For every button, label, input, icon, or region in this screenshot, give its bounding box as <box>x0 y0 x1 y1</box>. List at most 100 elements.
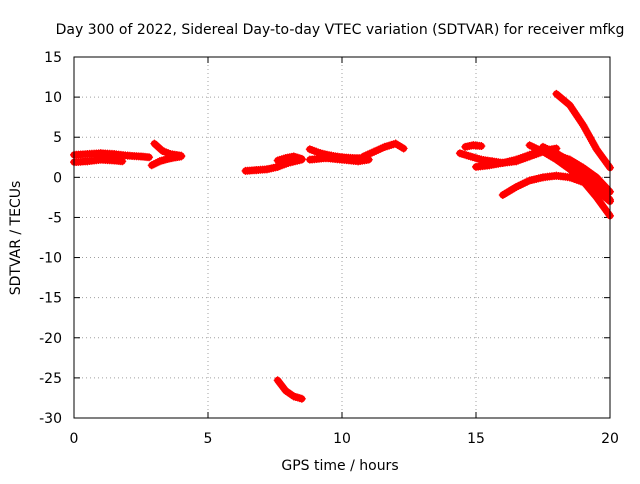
data-point <box>397 143 406 152</box>
data-point <box>162 148 171 157</box>
data-series <box>525 141 614 220</box>
data-series <box>461 141 486 151</box>
data-point <box>279 154 288 163</box>
data-point <box>568 105 577 114</box>
data-point <box>580 123 589 132</box>
y-tick-label: -5 <box>48 210 62 226</box>
data-point <box>590 141 599 150</box>
data-point <box>602 184 611 193</box>
data-point <box>589 139 598 148</box>
data-point <box>595 184 604 193</box>
data-series <box>359 139 408 161</box>
data-point <box>293 153 302 162</box>
y-tick-label: 5 <box>53 130 62 146</box>
data-point <box>599 180 608 189</box>
data-point <box>291 153 300 162</box>
data-point <box>157 156 166 165</box>
data-point <box>285 389 294 398</box>
data-point <box>567 103 576 112</box>
data-point <box>275 155 284 164</box>
y-tick-label: -20 <box>39 331 62 347</box>
data-series <box>305 154 373 166</box>
data-point <box>164 149 173 158</box>
x-tick-label: 5 <box>204 431 213 447</box>
data-point <box>604 185 613 194</box>
data-point <box>602 192 611 201</box>
data-point <box>599 188 608 197</box>
data-point <box>399 144 408 153</box>
data-point <box>584 131 593 140</box>
data-point <box>177 151 186 160</box>
data-point <box>155 157 164 166</box>
data-point <box>604 161 613 170</box>
data-point <box>297 154 306 163</box>
data-point <box>579 121 588 130</box>
x-tick-label: 15 <box>467 431 485 447</box>
data-point <box>581 125 590 134</box>
y-axis-label: SDTVAR / TECUs <box>8 181 24 296</box>
data-point <box>575 115 584 124</box>
data-point <box>295 154 304 163</box>
y-tick-label: -30 <box>39 411 62 427</box>
data-point <box>595 176 604 185</box>
data-point <box>597 178 606 187</box>
data-point <box>391 139 400 148</box>
data-point <box>297 394 306 403</box>
data-point <box>582 127 591 136</box>
data-point <box>569 107 578 116</box>
data-point <box>600 182 609 191</box>
data-point <box>293 393 302 402</box>
data-point <box>145 153 154 162</box>
data-point <box>289 152 298 161</box>
data-point <box>585 133 594 142</box>
y-tick-label: 10 <box>44 90 62 106</box>
y-tick-label: -25 <box>39 371 62 387</box>
data-point <box>604 193 613 202</box>
data-point <box>600 190 609 199</box>
chart-title: Day 300 of 2022, Sidereal Day-to-day VTE… <box>56 22 625 38</box>
x-axis-label: GPS time / hours <box>281 458 398 474</box>
data-point <box>592 173 601 182</box>
data-point <box>289 392 298 401</box>
data-series <box>273 376 306 403</box>
data-point <box>510 184 519 193</box>
y-tick-label: -10 <box>39 251 62 267</box>
data-layer <box>70 89 614 403</box>
data-point <box>565 101 574 110</box>
data-point <box>592 181 601 190</box>
data-point <box>594 175 603 184</box>
data-point <box>283 388 292 397</box>
x-tick-label: 10 <box>333 431 351 447</box>
data-point <box>287 390 296 399</box>
data-point <box>118 157 127 166</box>
data-point <box>161 155 170 164</box>
y-tick-label: 15 <box>44 50 62 66</box>
data-point <box>158 146 167 155</box>
data-point <box>594 183 603 192</box>
data-point <box>291 392 300 401</box>
x-tick-label: 0 <box>70 431 79 447</box>
data-series <box>150 139 186 160</box>
y-tick-label: -15 <box>39 291 62 307</box>
data-point <box>577 119 586 128</box>
data-series <box>273 152 306 165</box>
grid-layer <box>74 57 610 418</box>
data-point <box>151 159 160 168</box>
data-point <box>590 179 599 188</box>
tick-layer: 0 5 10 15 20 15 10 5 0 -5 -10 -15 -20 -25 -30 <box>39 50 619 447</box>
plot-frame <box>73 56 611 419</box>
data-point <box>149 160 158 169</box>
data-point <box>281 386 290 395</box>
data-point <box>572 111 581 120</box>
data-point <box>587 135 596 144</box>
data-point <box>395 142 404 151</box>
data-point <box>588 137 597 146</box>
data-point <box>364 155 373 164</box>
x-tick-label: 20 <box>601 431 619 447</box>
data-point <box>160 147 169 156</box>
data-point <box>571 109 580 118</box>
data-point <box>147 161 156 170</box>
data-point <box>153 158 162 167</box>
data-point <box>393 140 402 149</box>
